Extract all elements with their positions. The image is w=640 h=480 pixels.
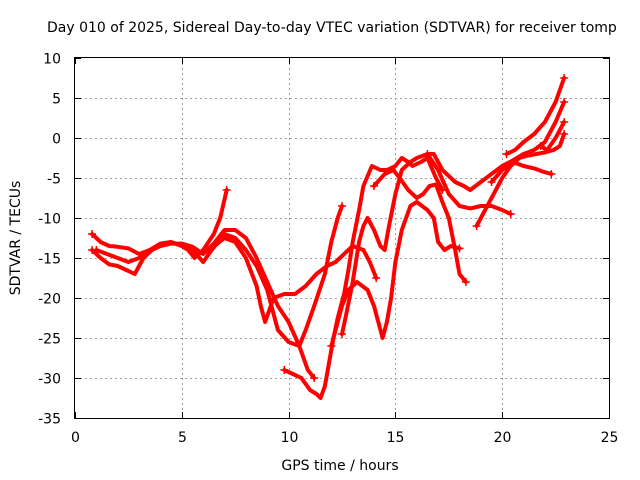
data-point-marker xyxy=(327,342,336,350)
series-5-trace xyxy=(282,156,445,400)
y-tick-label: 10 xyxy=(43,52,61,68)
data-point-marker xyxy=(423,150,432,158)
data-point-marker xyxy=(338,202,346,210)
data-point-marker xyxy=(536,142,545,150)
x-axis-label: GPS time / hours xyxy=(281,458,398,474)
grid-lines xyxy=(75,58,609,418)
data-point-marker xyxy=(338,330,346,338)
data-point-marker xyxy=(560,118,569,126)
x-tick-label: 5 xyxy=(178,430,187,446)
data-point-marker xyxy=(472,222,481,230)
y-axis-ticks: -35 -30 -25 -20 -15 -10 -5 0 5 10 xyxy=(38,52,609,428)
data-point-marker xyxy=(222,186,231,194)
x-tick-label: 10 xyxy=(281,430,299,446)
x-tick-label: 25 xyxy=(601,430,619,446)
data-point-marker xyxy=(372,274,381,282)
y-tick-label: -35 xyxy=(38,412,61,428)
y-tick-label: 0 xyxy=(52,132,61,148)
data-point-marker xyxy=(310,374,319,382)
data-point-marker xyxy=(547,170,556,178)
data-point-marker xyxy=(560,74,569,82)
series-2-trace xyxy=(90,204,344,348)
x-tick-label: 15 xyxy=(387,430,405,446)
series-8-trace xyxy=(372,168,468,284)
y-tick-label: -25 xyxy=(38,332,61,348)
series-10-trace xyxy=(474,132,567,228)
y-tick-label: -10 xyxy=(38,212,61,228)
chart-title: Day 010 of 2025, Sidereal Day-to-day VTE… xyxy=(47,20,617,36)
x-axis-ticks: 0 5 10 15 20 25 xyxy=(71,58,618,446)
data-point-marker xyxy=(280,366,289,374)
data-point-marker xyxy=(88,230,97,238)
data-point-marker xyxy=(92,246,101,254)
data-point-marker xyxy=(506,210,515,218)
x-tick-label: 0 xyxy=(71,430,80,446)
plot-frame xyxy=(74,57,610,419)
y-tick-label: 5 xyxy=(52,92,61,108)
y-axis-label: SDTVAR / TECUs xyxy=(8,181,24,296)
y-tick-label: -30 xyxy=(38,372,61,388)
x-tick-label: 20 xyxy=(494,430,512,446)
data-point-marker xyxy=(560,130,569,138)
data-point-marker xyxy=(487,178,496,186)
y-tick-label: -15 xyxy=(38,252,61,268)
data-point-marker xyxy=(502,150,511,158)
y-tick-label: -20 xyxy=(38,292,61,308)
data-point-marker xyxy=(370,182,379,190)
y-tick-label: -5 xyxy=(47,172,61,188)
plot-area xyxy=(88,74,569,400)
series-13-trace xyxy=(538,120,567,152)
series-9-trace xyxy=(425,152,513,216)
data-point-marker xyxy=(560,98,569,106)
series-11-trace xyxy=(489,160,554,184)
series-12-trace xyxy=(504,76,567,156)
data-point-marker xyxy=(205,246,214,254)
data-point-marker xyxy=(461,278,470,286)
series-3-trace xyxy=(94,228,317,380)
